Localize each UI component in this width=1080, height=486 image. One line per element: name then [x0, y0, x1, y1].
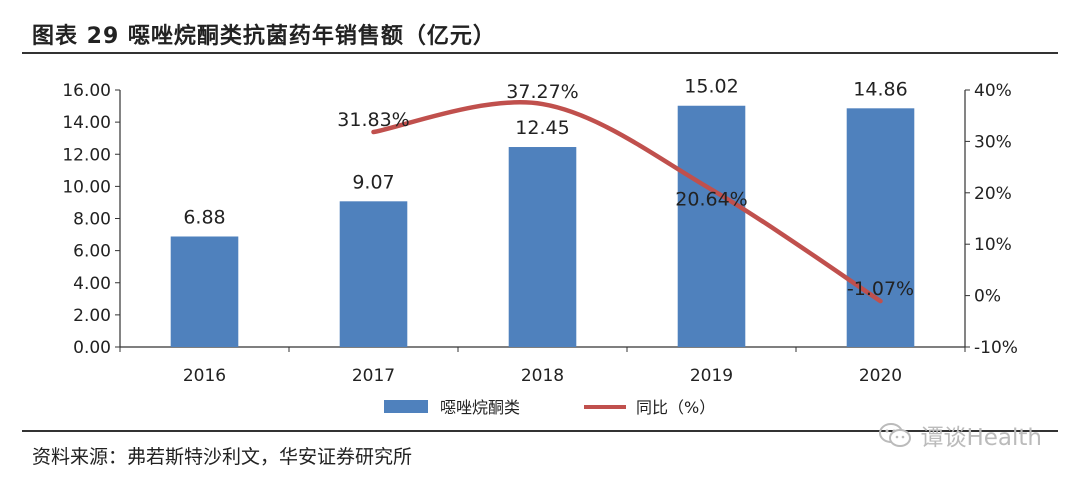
- yoy-line: [371, 100, 883, 304]
- y-left-tick-label: 10.00: [62, 177, 111, 197]
- bar-data-label: 12.45: [515, 117, 569, 139]
- y-left-tick-label: 4.00: [73, 274, 111, 294]
- x-tick-label: 2019: [690, 366, 733, 386]
- y-right-tick-label: 10%: [974, 235, 1012, 255]
- y-right-tick-label: -10%: [974, 338, 1018, 358]
- bar: [508, 147, 577, 347]
- bar: [339, 201, 408, 347]
- line-data-label: 37.27%: [506, 81, 578, 103]
- y-left-tick-label: 12.00: [62, 145, 111, 165]
- bar: [170, 236, 239, 347]
- wechat-icon: [879, 423, 912, 447]
- bar-data-label: 15.02: [684, 76, 738, 98]
- y-left-tick-label: 0.00: [73, 338, 111, 358]
- legend-label-bar: 噁唑烷酮类: [440, 398, 520, 417]
- watermark: 谭谈Health: [878, 418, 1042, 452]
- chart: 0.00 2.00 4.00 6.00 8.00 10.00 12.00 14.00 16.00…: [62, 76, 1018, 417]
- bar: [677, 105, 746, 348]
- x-tick-label: 2018: [521, 366, 564, 386]
- line-data-label: -1.07%: [847, 278, 914, 300]
- x-tick-label: 2017: [352, 366, 395, 386]
- y-left-tick-label: 8.00: [73, 210, 111, 230]
- y-left-tick-label: 2.00: [73, 306, 111, 326]
- source-bar: 资料来源：弗若斯特沙利文，华安证券研究所: [22, 430, 1058, 468]
- chart-title: 图表 29 噁唑烷酮类抗菌药年销售额（亿元）: [32, 24, 496, 49]
- bar-data-label: 6.88: [183, 206, 225, 228]
- y-right-tick-label: 20%: [974, 184, 1012, 204]
- y-right-tick-label: 40%: [974, 81, 1012, 101]
- source-note: 资料来源：弗若斯特沙利文，华安证券研究所: [32, 446, 413, 468]
- legend-label-line: 同比（%）: [636, 398, 715, 417]
- x-tick-label: 2020: [859, 366, 902, 386]
- y-left-tick-label: 6.00: [73, 242, 111, 262]
- bar: [846, 108, 915, 347]
- bar-data-label: 9.07: [352, 171, 394, 193]
- x-tick-label: 2016: [183, 366, 226, 386]
- line-data-label: 20.64%: [675, 189, 747, 211]
- watermark-text: 谭谈Health: [920, 425, 1042, 451]
- legend-swatch-bar: [384, 400, 428, 413]
- y-right-tick-label: 30%: [974, 132, 1012, 152]
- bar-data-label: 14.86: [853, 78, 907, 100]
- line-data-label: 31.83%: [337, 109, 409, 131]
- y-left-tick-label: 16.00: [62, 81, 111, 101]
- y-left-tick-label: 14.00: [62, 113, 111, 133]
- y-right-tick-label: 0%: [974, 287, 1001, 307]
- title-bar: 图表 29 噁唑烷酮类抗菌药年销售额（亿元）: [22, 8, 1058, 54]
